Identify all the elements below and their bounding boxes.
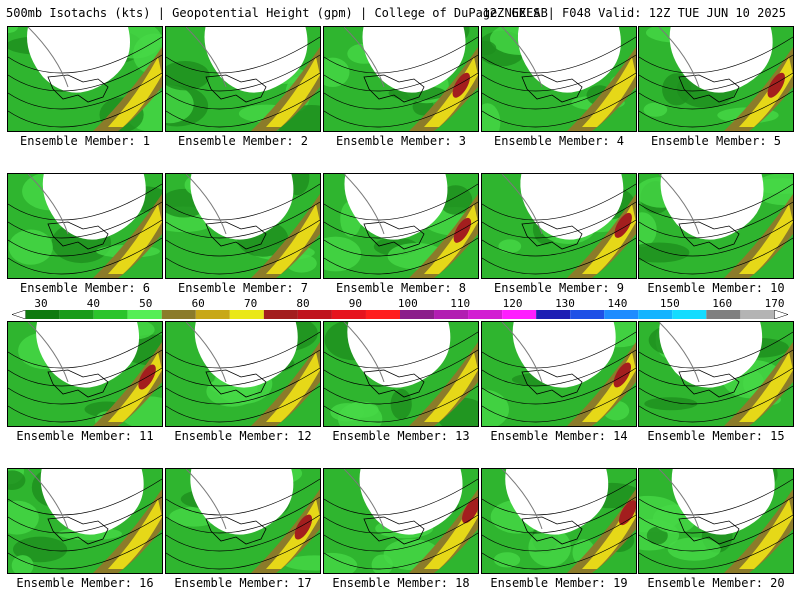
colorbar-min-arrow <box>12 310 26 319</box>
colorbar-swatch <box>93 310 128 319</box>
ensemble-member-map <box>638 173 794 279</box>
ensemble-member-map <box>7 26 163 132</box>
ensemble-member-label: Ensemble Member: 13 <box>332 429 470 443</box>
colorbar-swatch <box>263 310 298 319</box>
ensemble-member-map <box>165 173 321 279</box>
ensemble-member-label: Ensemble Member: 10 <box>647 281 785 295</box>
colorbar-tick-label: 80 <box>296 297 310 310</box>
colorbar-swatch <box>672 310 707 319</box>
ensemble-member-label: Ensemble Member: 1 <box>19 134 151 148</box>
colorbar-swatch <box>25 310 60 319</box>
colorbar-swatch <box>638 310 673 319</box>
colorbar-tick-label: 40 <box>86 297 101 310</box>
ensemble-member-label: Ensemble Member: 14 <box>490 429 628 443</box>
ensemble-member-map <box>481 26 637 132</box>
colorbar-tick-label: 70 <box>243 297 258 310</box>
colorbar-swatch <box>195 310 230 319</box>
colorbar-swatch <box>331 310 366 319</box>
ensemble-member-map <box>638 321 794 427</box>
ensemble-member-map <box>481 468 637 574</box>
ensemble-member-label: Ensemble Member: 5 <box>650 134 782 148</box>
colorbar-tick-label: 50 <box>139 297 153 310</box>
ensemble-member-label: Ensemble Member: 3 <box>335 134 467 148</box>
colorbar-tick-label: 160 <box>712 297 733 310</box>
ensemble-member-label: Ensemble Member: 17 <box>174 576 312 590</box>
colorbar-tick-label: 140 <box>607 297 628 310</box>
colorbar-swatch <box>161 310 196 319</box>
isotach-colorbar <box>12 310 788 319</box>
ensemble-member-map <box>7 468 163 574</box>
colorbar-swatch <box>570 310 605 319</box>
colorbar-tick-label: 130 <box>555 297 575 310</box>
colorbar-swatch <box>297 310 332 319</box>
ensemble-member-map <box>481 173 637 279</box>
ensemble-member-map <box>165 26 321 132</box>
ensemble-member-map <box>165 468 321 574</box>
ensemble-member-label: Ensemble Member: 15 <box>647 429 785 443</box>
colorbar-tick-label: 60 <box>191 297 205 310</box>
colorbar-swatch <box>434 310 469 319</box>
ensemble-member-map <box>638 26 794 132</box>
ensemble-member-label: Ensemble Member: 9 <box>493 281 625 295</box>
ensemble-member-label: Ensemble Member: 6 <box>19 281 151 295</box>
ensemble-member-label: Ensemble Member: 16 <box>16 576 154 590</box>
colorbar-swatch <box>365 310 400 319</box>
colorbar-tick-label: 120 <box>502 297 523 310</box>
ensemble-member-label: Ensemble Member: 4 <box>493 134 625 148</box>
ensemble-member-map <box>323 173 479 279</box>
colorbar-tick-label: 30 <box>34 297 48 310</box>
ensemble-member-label: Ensemble Member: 8 <box>335 281 467 295</box>
colorbar-swatch <box>229 310 264 319</box>
ensemble-member-label: Ensemble Member: 19 <box>490 576 628 590</box>
ensemble-member-map <box>323 468 479 574</box>
colorbar-tick-label: 150 <box>659 297 680 310</box>
colorbar-swatch <box>400 310 435 319</box>
ensemble-member-label: Ensemble Member: 12 <box>174 429 312 443</box>
colorbar-tick-label: 100 <box>397 297 418 310</box>
ensemble-member-map <box>165 321 321 427</box>
colorbar-swatch <box>536 310 571 319</box>
ensemble-member-label: Ensemble Member: 11 <box>16 429 154 443</box>
ensemble-member-map <box>481 321 637 427</box>
colorbar-swatch <box>468 310 503 319</box>
colorbar-swatch <box>59 310 94 319</box>
colorbar-tick-label: 90 <box>348 297 363 310</box>
ensemble-member-label: Ensemble Member: 18 <box>332 576 470 590</box>
colorbar-swatch <box>740 310 775 319</box>
colorbar-tick-label: 170 <box>764 297 785 310</box>
ensemble-member-label: Ensemble Member: 7 <box>177 281 309 295</box>
model-run-info: 12Z GEFS | F048 Valid: 12Z TUE JUN 10 20… <box>482 6 786 20</box>
colorbar-swatch <box>127 310 162 319</box>
colorbar-tick-label: 110 <box>450 297 471 310</box>
ensemble-member-map <box>323 321 479 427</box>
colorbar-swatch <box>502 310 537 319</box>
ensemble-member-map <box>7 321 163 427</box>
ensemble-member-label: Ensemble Member: 2 <box>177 134 309 148</box>
colorbar-swatch <box>604 310 639 319</box>
map-title: 500mb Isotachs (kts) | Geopotential Heig… <box>6 6 548 20</box>
colorbar-max-arrow <box>774 310 788 319</box>
ensemble-member-map <box>7 173 163 279</box>
colorbar-swatch <box>706 310 741 319</box>
ensemble-member-map <box>323 26 479 132</box>
ensemble-member-label: Ensemble Member: 20 <box>647 576 785 590</box>
ensemble-member-map <box>638 468 794 574</box>
